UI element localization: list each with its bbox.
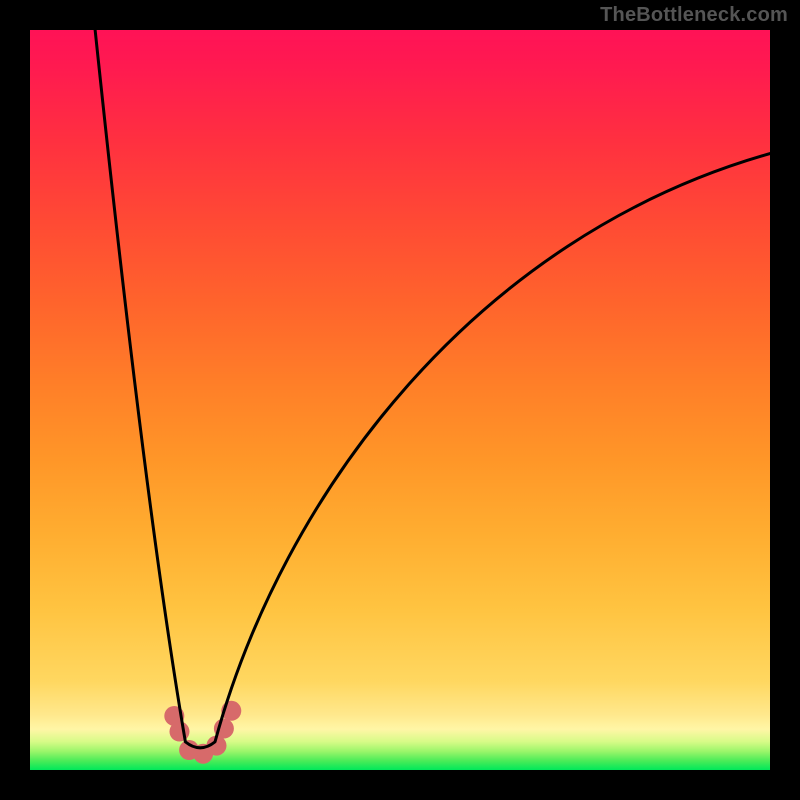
watermark-text: TheBottleneck.com [600, 4, 788, 27]
plot-area [30, 30, 770, 770]
marker-point-1 [169, 722, 189, 742]
chart-frame: TheBottleneck.com [0, 0, 800, 800]
markers-group [164, 701, 241, 764]
curve-layer [30, 30, 770, 770]
v-curve-path [95, 30, 770, 748]
